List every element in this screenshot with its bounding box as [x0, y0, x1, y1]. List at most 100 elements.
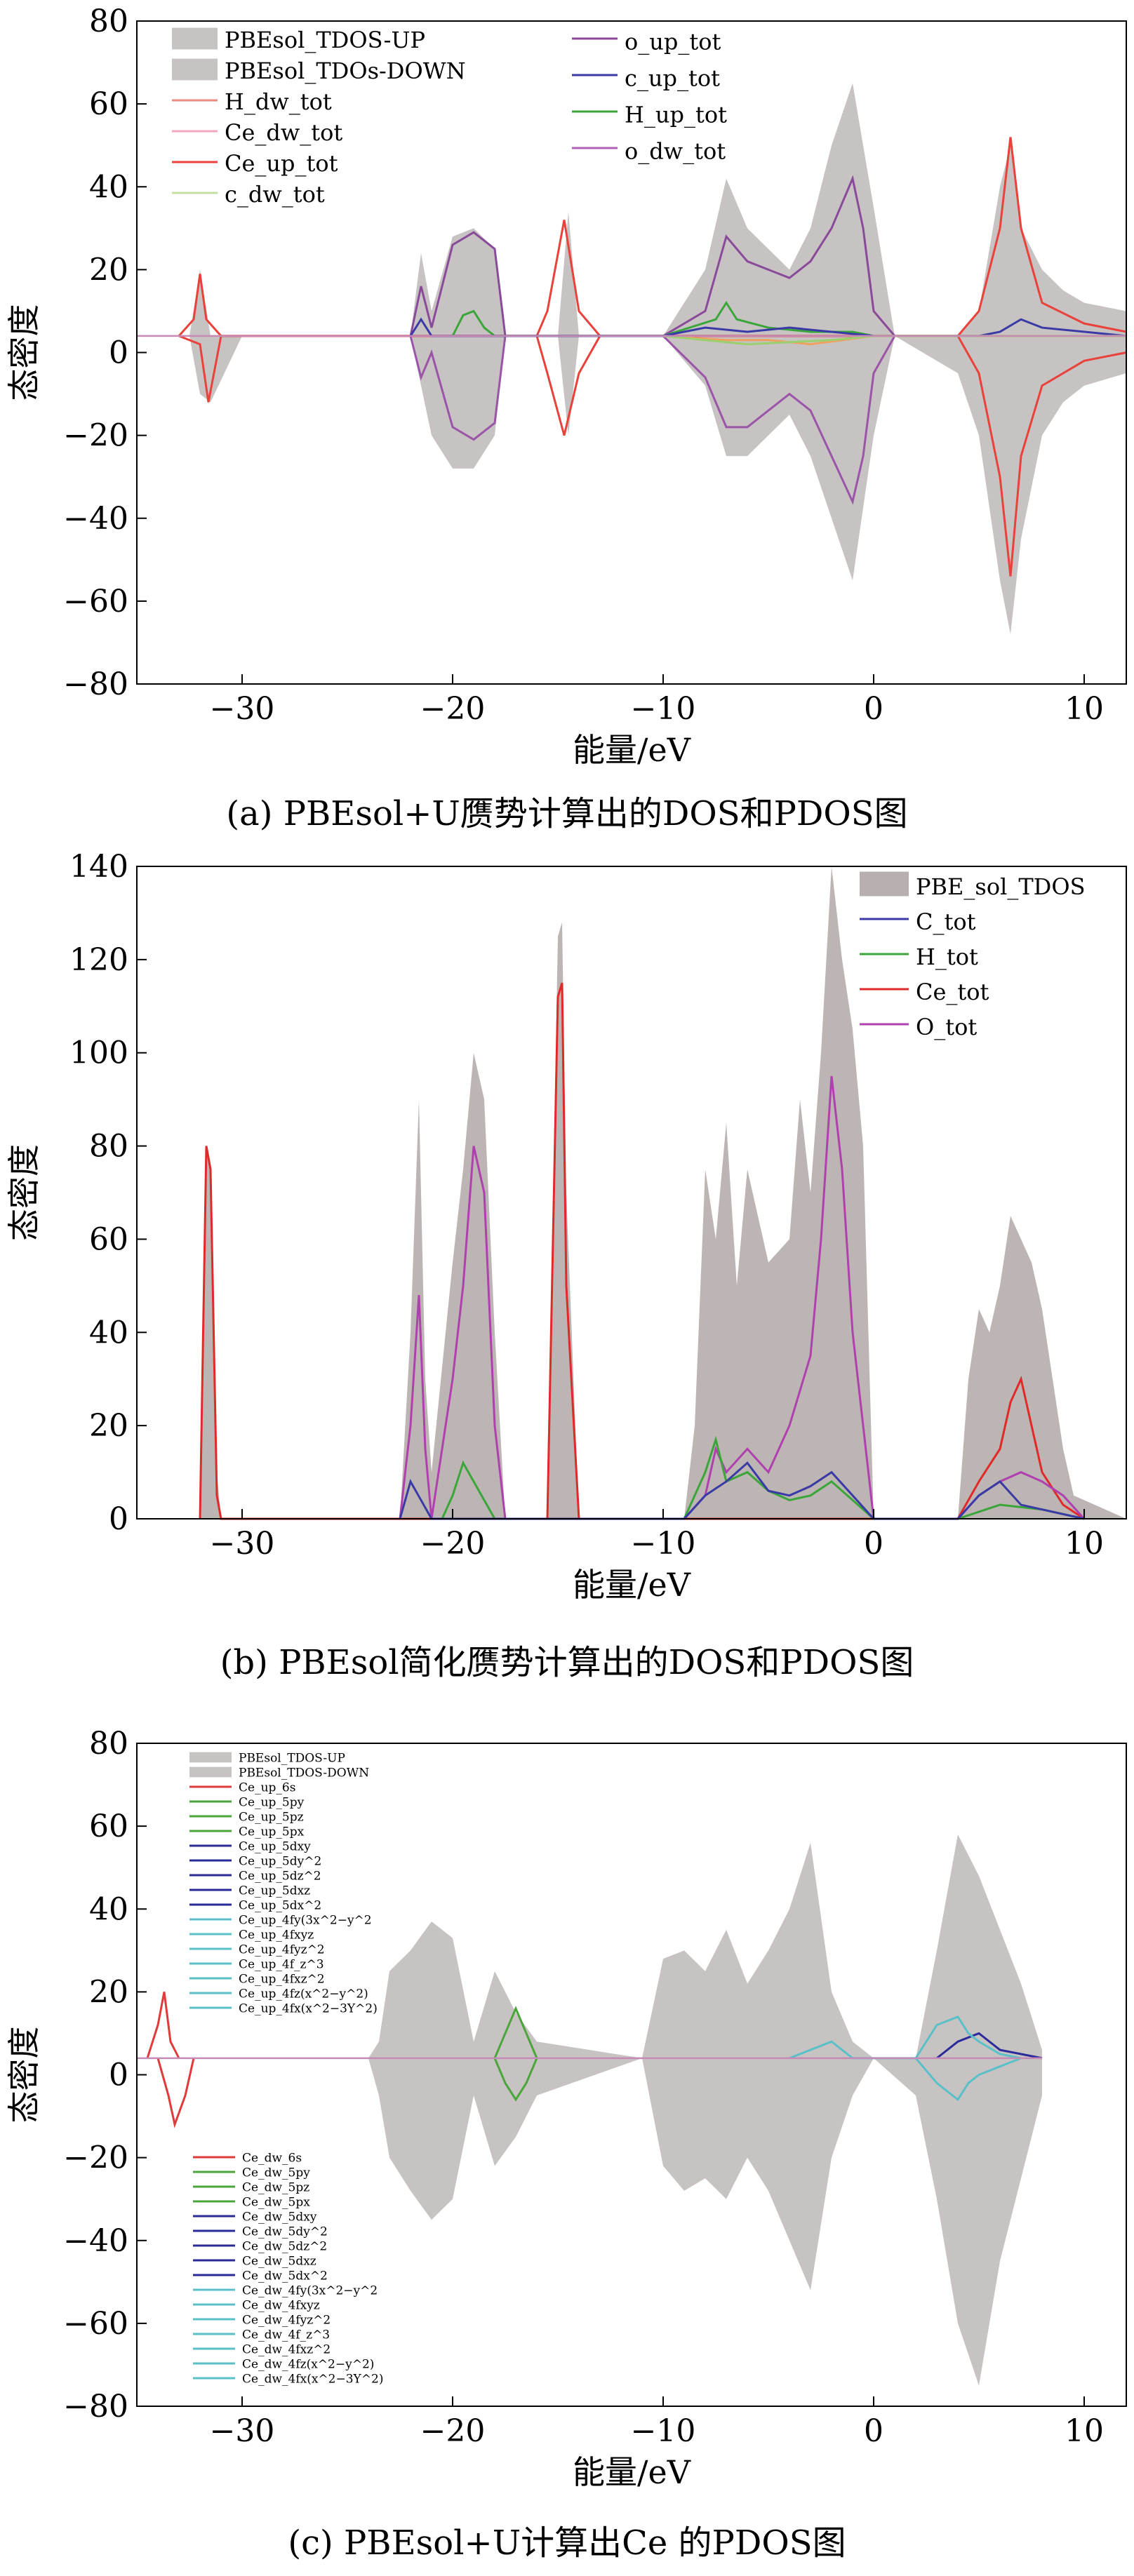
plot-area-2 — [137, 1834, 1043, 2386]
legend-label: H_up_tot — [625, 102, 727, 128]
legend-swatch-fill — [189, 1752, 232, 1763]
caption-b: (b) PBEsol简化赝势计算出的DOS和PDOS图 — [220, 1643, 914, 1682]
legend-label: Ce_dw_tot — [225, 119, 342, 146]
legend-label: Ce_up_4fyz^2 — [239, 1943, 325, 1957]
series-line-ce-tot — [199, 982, 1085, 1520]
x-tick-label: −30 — [210, 2413, 275, 2449]
series-line-ce-up-4fy-3x-2-y-2 — [789, 2015, 1022, 2060]
chart-b: 140 120 100 80 60 40 20 0 −30 −20 −10 0 10 能量/eV 态密度 PB… — [5, 849, 1127, 1604]
legend-label: PBE_sol_TDOS — [916, 873, 1085, 900]
legend-label: c_dw_tot — [225, 181, 325, 208]
y-tick-label: 0 — [109, 1501, 128, 1537]
legend-label: Ce_up_5py — [239, 1795, 305, 1809]
x-tick-label: −10 — [631, 1526, 696, 1562]
legend-label: Ce_dw_4fx(x^2−3Y^2) — [242, 2372, 383, 2386]
y-tick-label: −80 — [63, 666, 128, 702]
x-tick-label: −20 — [420, 1526, 486, 1562]
legend-label: PBEsol_TDOs-DOWN — [225, 58, 466, 84]
legend-label: PBEsol_TDOS-UP — [239, 1751, 345, 1765]
series-line-ce-up-tot — [178, 137, 1127, 337]
legend-label: Ce_dw_4fy(3x^2−y^2 — [242, 2283, 378, 2297]
x-axis-title: 能量/eV — [573, 2453, 691, 2491]
caption-a: (a) PBEsol+U赝势计算出的DOS和PDOS图 — [226, 794, 908, 833]
legend-label: Ce_dw_4fxz^2 — [242, 2342, 331, 2356]
y-tick-label: 40 — [89, 1891, 128, 1927]
chart-a: 80 60 40 20 0 −20 −40 −60 −80 −30 −20 −10 0 10 能量/eV 态密… — [5, 4, 1127, 769]
y-tick-label: −60 — [63, 2306, 128, 2342]
x-tick-label: 0 — [864, 691, 883, 727]
y-tick-label: −60 — [63, 584, 128, 619]
legend-label: Ce_dw_5pz — [242, 2180, 309, 2194]
y-tick-label: 20 — [89, 1974, 128, 2010]
y-tick-label: 0 — [109, 2058, 128, 2093]
caption-c: (c) PBEsol+U计算出Ce 的PDOS图 — [288, 2523, 846, 2563]
legend-swatch-fill — [172, 27, 218, 50]
x-axis-title: 能量/eV — [573, 1566, 691, 1604]
x-axis-title: 能量/eV — [573, 731, 691, 769]
legend-label: PBEsol_TDOS-UP — [225, 27, 425, 53]
y-tick-label: 100 — [69, 1035, 128, 1071]
y-tick-label: 40 — [89, 169, 128, 205]
y-tick-label: −80 — [63, 2389, 128, 2424]
tdos-up-area — [137, 83, 1126, 336]
legend-label: Ce_up_5px — [239, 1825, 305, 1839]
legend-label: Ce_dw_6s — [242, 2151, 302, 2165]
plot-area-0 — [137, 83, 1127, 635]
legend-swatch-fill — [860, 871, 909, 897]
series-line-ce-dw-4fy-3x-2-y-2 — [914, 2057, 1022, 2102]
y-tick-label: −20 — [63, 2140, 128, 2176]
legend-label: Ce_up_5dxy — [239, 1839, 311, 1853]
legend-label: Ce_up_4fxyz — [239, 1928, 314, 1942]
legend-label: Ce_tot — [916, 979, 989, 1005]
x-tick-label: 10 — [1065, 2413, 1104, 2449]
legend-label: Ce_dw_4fz(x^2−y^2) — [242, 2357, 374, 2371]
x-tick-label: −20 — [420, 2413, 486, 2449]
legend-label: Ce_up_5dxz — [239, 1884, 310, 1898]
y-tick-label: −40 — [63, 2223, 128, 2259]
legend-label: Ce_up_5dy^2 — [239, 1854, 321, 1868]
y-tick-label: 80 — [89, 1129, 128, 1165]
series-line-o-dw-tot — [409, 335, 896, 505]
x-tick-label: 0 — [864, 1526, 883, 1562]
legend-label: Ce_up_4fy(3x^2−y^2 — [239, 1913, 372, 1927]
legend-label: Ce_dw_5dy^2 — [242, 2225, 328, 2239]
x-tick-label: −30 — [210, 691, 275, 727]
legend-label: Ce_up_5pz — [239, 1810, 304, 1824]
legend-label: Ce_dw_5dxz — [242, 2254, 316, 2268]
x-tick-label: −10 — [631, 691, 696, 727]
y-axis-title: 态密度 — [5, 2027, 43, 2124]
legend-label: H_tot — [916, 944, 978, 970]
y-tick-label: 60 — [89, 1809, 128, 1844]
legend-label: Ce_dw_5py — [242, 2166, 310, 2180]
legend-label: PBEsol_TDOS-DOWN — [239, 1766, 369, 1780]
y-tick-label: 60 — [89, 1221, 128, 1257]
series-line-o-up-tot — [409, 175, 896, 337]
tdos-area — [137, 866, 1126, 1519]
legend-label: Ce_up_6s — [239, 1780, 295, 1795]
series-line-ce-dw-5py — [493, 2058, 538, 2102]
x-tick-label: −30 — [210, 1526, 275, 1562]
legend-a-right: o_up_tot c_up_tot H_up_tot o_dw_tot — [572, 29, 727, 165]
legend-label: Ce_dw_4f_z^3 — [242, 2328, 330, 2342]
legend-swatch-fill — [172, 58, 218, 81]
y-tick-label: −20 — [63, 418, 128, 454]
legend-label: o_dw_tot — [625, 138, 726, 165]
x-tick-label: 0 — [864, 2413, 883, 2449]
legend-label: Ce_dw_5dxy — [242, 2210, 317, 2224]
series-line-h-up-tot — [451, 300, 874, 337]
legend-label: O_tot — [916, 1014, 977, 1040]
series-line-ce-up-5py — [493, 2006, 538, 2059]
chart-c: 80 60 40 20 0 −20 −40 −60 −80 −30 −20 −10 0 10 能量/eV 态密… — [5, 1726, 1127, 2491]
legend-swatch-fill — [189, 1766, 232, 1778]
panel-a: 80 60 40 20 0 −20 −40 −60 −80 −30 −20 −10 0 10 能量/eV 态密… — [0, 0, 1134, 835]
legend-label: Ce_up_5dz^2 — [239, 1869, 321, 1883]
panel-c: 80 60 40 20 0 −20 −40 −60 −80 −30 −20 −10 0 10 能量/eV 态密… — [0, 1691, 1134, 2576]
y-tick-label: 40 — [89, 1315, 128, 1350]
legend-label: Ce_dw_5dz^2 — [242, 2239, 327, 2253]
y-tick-label: 0 — [109, 335, 128, 371]
y-tick-label: 80 — [89, 4, 128, 39]
y-tick-label: 140 — [69, 849, 128, 885]
tdos-down-area — [137, 2058, 1042, 2386]
legend-label: Ce_dw_5dx^2 — [242, 2269, 328, 2283]
legend-a-left: PBEsol_TDOS-UP PBEsol_TDOs-DOWN H_dw_tot Ce… — [172, 27, 466, 208]
